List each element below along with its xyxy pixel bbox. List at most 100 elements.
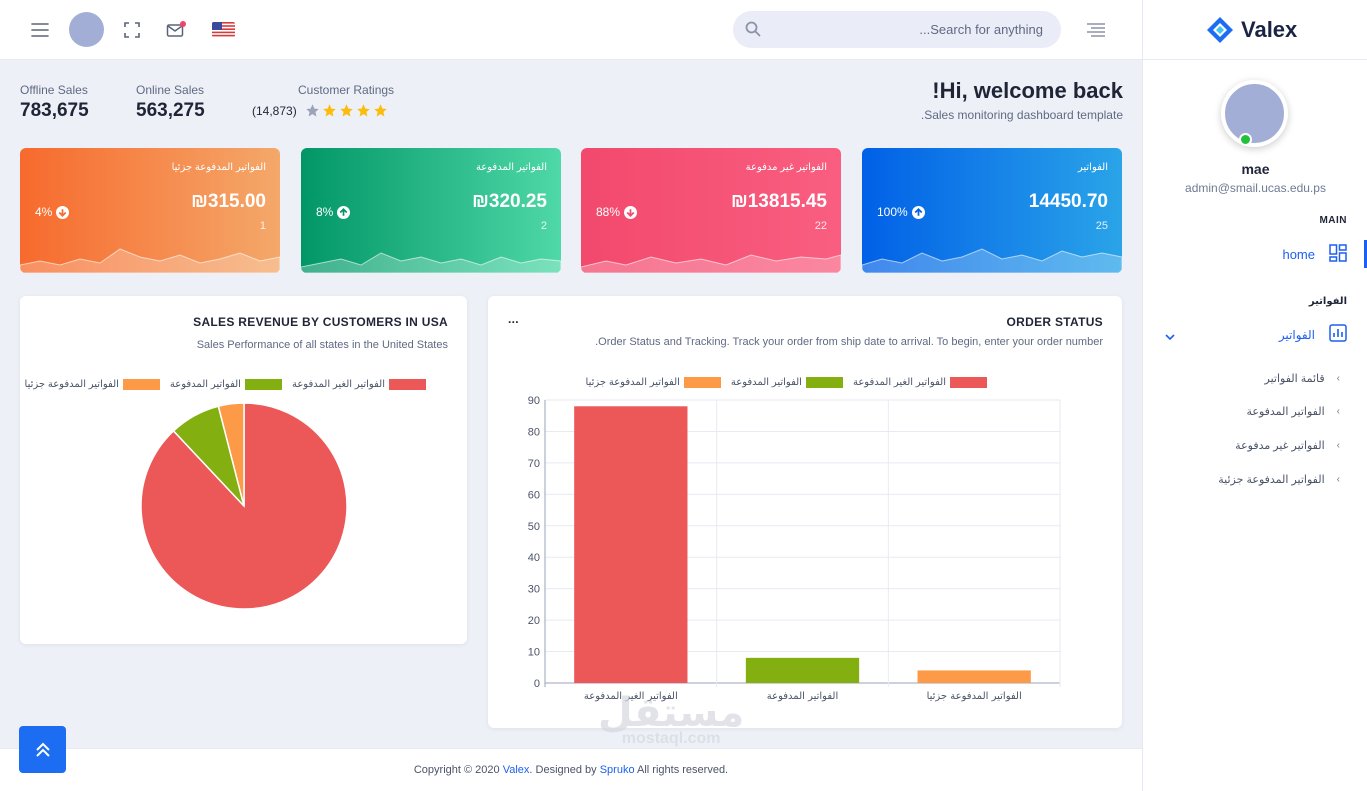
double-chevron-up-icon [35, 742, 50, 757]
sidebar: Valex mae admin@smail.ucas.edu.ps MAIN h… [1142, 0, 1367, 791]
brand-name: Valex [1241, 17, 1298, 42]
y-tick-label: 40 [528, 552, 540, 564]
star-icon [322, 104, 336, 117]
stat-value: 783,675 [20, 100, 89, 121]
legend-item[interactable]: الفواتير المدفوعة [170, 379, 282, 390]
legend-label: الفواتير الغير المدفوعة [291, 379, 385, 390]
sidebar-item-home[interactable]: home [1282, 244, 1347, 265]
stat-label: Online Sales [136, 83, 205, 97]
panel-subtitle: Order Status and Tracking. Track your or… [595, 336, 1103, 348]
kpi-partial-card[interactable]: الفواتير المدفوعة جزئيا ₪315.00 1 4% [20, 148, 280, 273]
sidebar-subitem-unpaid[interactable]: › الفواتير غير مدفوعة [1235, 439, 1340, 452]
sidebar-subitem-invoice-list[interactable]: › قائمة الفواتير [1265, 372, 1341, 385]
kpi-percentage: 100% [877, 205, 925, 219]
legend-label: الفواتير المدفوعة [730, 377, 802, 388]
align-right-icon[interactable] [1084, 18, 1108, 42]
legend-item[interactable]: الفواتير المدفوعة جزئيا [25, 379, 160, 390]
pie-slice[interactable] [140, 402, 348, 610]
kpi-percentage-value: 88% [596, 205, 621, 219]
footer-text: . Designed by [529, 764, 600, 776]
kpi-paid-card[interactable]: الفواتير المدفوعة ₪320.25 2 8% [301, 148, 561, 273]
legend-label: الفواتير المدفوعة [169, 379, 241, 390]
legend-item[interactable]: الفواتير الغير المدفوعة [292, 379, 426, 390]
bar-legend: الفواتير الغير المدفوعة الفواتير المدفوع… [586, 377, 987, 388]
dashboard-icon [1329, 244, 1347, 265]
sidebar-subitem-label: الفواتير غير مدفوعة [1235, 440, 1325, 452]
legend-item[interactable]: الفواتير المدفوعة جزئيا [586, 377, 721, 388]
kpi-count: 1 [259, 220, 266, 232]
chevron-right-icon: › [1336, 440, 1340, 451]
bar-chart[interactable]: 0 10 20 30 40 50 60 70 80 90 الفواتير الغير المدفو… [488, 296, 1122, 728]
kpi-percentage: 8% [316, 205, 351, 219]
fullscreen-icon[interactable] [120, 18, 144, 42]
mail-icon[interactable] [164, 18, 188, 42]
search-icon[interactable] [745, 21, 761, 42]
sidebar-subitem-label: قائمة الفواتير [1264, 373, 1325, 385]
watermark-arabic: مستقل [598, 691, 745, 735]
y-tick-label: 70 [528, 458, 540, 470]
footer: Copyright © 2020 Valex. Designed by Spru… [0, 748, 1142, 791]
legend-label: الفواتير المدفوعة جزئيا [585, 377, 680, 388]
kpi-percentage: 88% [596, 205, 638, 219]
sidebar-subitem-partial[interactable]: › الفواتير المدفوعة جزئية [1218, 473, 1340, 486]
y-tick-label: 90 [528, 395, 540, 407]
hamburger-icon[interactable] [28, 18, 52, 42]
us-flag-icon[interactable] [212, 22, 235, 37]
sidebar-subitem-label: الفواتير المدفوعة جزئية [1218, 474, 1325, 486]
profile-name: mae [1241, 161, 1270, 177]
footer-brand-link[interactable]: Valex [502, 764, 530, 776]
y-tick-label: 0 [534, 678, 540, 690]
footer-text: Copyright © 2020 [413, 764, 503, 776]
brand-logo[interactable]: Valex [1205, 16, 1297, 44]
profile-avatar[interactable] [1221, 80, 1288, 147]
y-tick-label: 80 [528, 426, 540, 438]
sidebar-item-invoices[interactable]: الفواتير [1279, 324, 1347, 345]
y-tick-label: 50 [528, 521, 540, 533]
footer-designer-link[interactable]: Spruko [599, 764, 635, 776]
kpi-invoices-card[interactable]: الفواتير 14450.70 25 100% [862, 148, 1122, 273]
sidebar-category-invoices: الفواتير [1308, 296, 1347, 307]
chevron-down-icon[interactable] [1165, 328, 1175, 346]
legend-item[interactable]: الفواتير الغير المدفوعة [853, 377, 987, 388]
legend-label: الفواتير المدفوعة جزئيا [24, 379, 119, 390]
bar[interactable] [745, 657, 860, 683]
pie-legend: الفواتير الغير المدفوعة الفواتير المدفوع… [25, 379, 426, 390]
bar[interactable] [574, 406, 688, 683]
kpi-amount: ₪13815.45 [730, 191, 827, 212]
kpi-title: الفواتير المدفوعة جزئيا [171, 162, 266, 173]
kpi-percentage-value: 8% [316, 205, 334, 219]
legend-swatch [950, 377, 987, 388]
search-input[interactable] [773, 11, 1043, 48]
pie-slice[interactable] [217, 402, 245, 507]
x-tick-label: الفواتير المدفوعة [767, 691, 838, 702]
sidebar-subitem-paid[interactable]: › الفواتير المدفوعة [1246, 405, 1340, 418]
y-tick-label: 10 [528, 647, 540, 659]
stat-label: Offline Sales [20, 83, 88, 97]
legend-swatch [805, 377, 843, 388]
star-icon [373, 104, 387, 117]
footer-copyright: Copyright © 2020 Valex. Designed by Spru… [0, 764, 1142, 776]
sidebar-item-label: home [1282, 247, 1315, 262]
kpi-sparkline [581, 254, 841, 273]
more-options-button[interactable]: ... [508, 312, 519, 326]
kpi-sparkline [862, 248, 1122, 273]
x-tick-label: الفواتير المدفوعة جزئيا [927, 691, 1022, 702]
back-to-top-button[interactable] [19, 726, 66, 773]
bar[interactable] [917, 670, 1031, 683]
online-status-dot [1239, 133, 1252, 146]
stat-value: 563,275 [136, 100, 205, 121]
kpi-unpaid-card[interactable]: الفواتير غير مدفوعة ₪13815.45 22 88% [581, 148, 841, 273]
welcome-block: Hi, welcome back! Sales monitoring dashb… [921, 78, 1123, 122]
chevron-right-icon: › [1336, 406, 1340, 417]
pie-chart[interactable] [20, 296, 467, 644]
kpi-amount: ₪315.00 [191, 191, 266, 212]
header-avatar[interactable] [69, 12, 104, 47]
search-bar [733, 11, 1061, 48]
sidebar-subitem-label: الفواتير المدفوعة [1246, 406, 1325, 418]
panel-title: ORDER STATUS [1006, 315, 1103, 329]
arrow-down-circle-icon [624, 205, 638, 219]
sidebar-item-label: الفواتير [1278, 327, 1315, 342]
legend-item[interactable]: الفواتير المدفوعة [731, 377, 843, 388]
footer-text: All rights reserved. [634, 764, 729, 776]
chevron-right-icon: › [1336, 474, 1340, 485]
